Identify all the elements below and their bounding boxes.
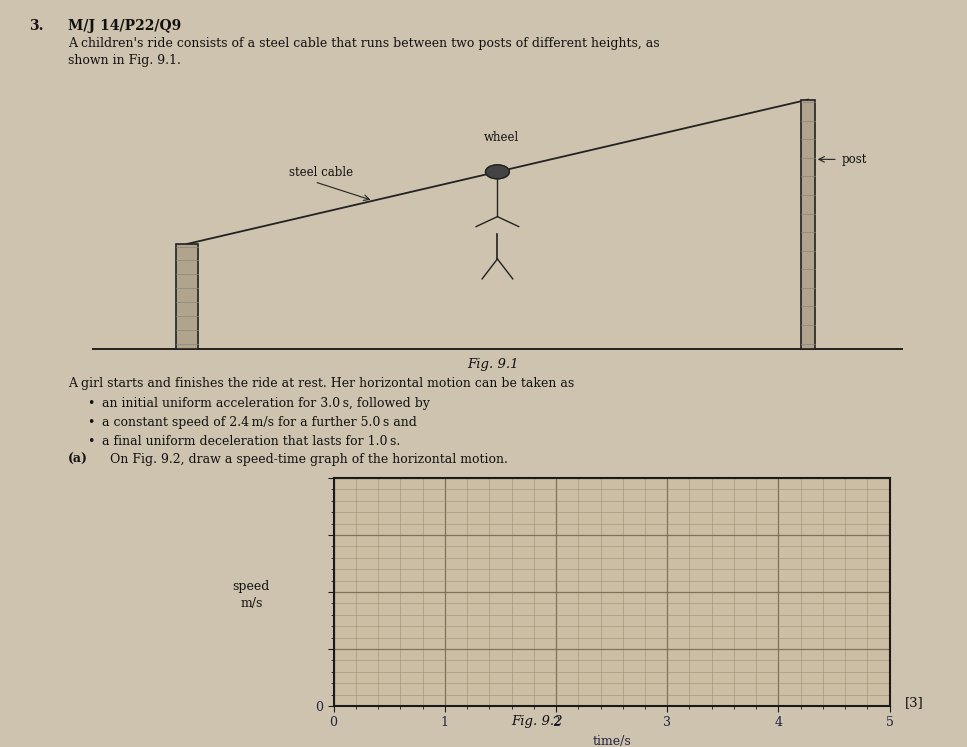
Text: 3.: 3. [29,19,44,33]
Text: a final uniform deceleration that lasts for 1.0 s.: a final uniform deceleration that lasts … [102,435,399,447]
Text: m/s: m/s [240,597,263,610]
Text: •: • [87,435,95,447]
X-axis label: time/s: time/s [592,735,631,747]
Circle shape [484,217,511,234]
Text: speed: speed [233,580,270,593]
Text: [3]: [3] [905,695,923,709]
Text: A girl starts and finishes the ride at rest. Her horizontal motion can be taken : A girl starts and finishes the ride at r… [68,377,574,390]
Text: post: post [842,153,867,166]
Text: (a): (a) [68,453,88,466]
Text: A children's ride consists of a steel cable that runs between two posts of diffe: A children's ride consists of a steel ca… [68,37,659,49]
Text: shown in Fig. 9.1.: shown in Fig. 9.1. [68,54,181,66]
Text: •: • [87,416,95,429]
Text: M/J 14/P22/Q9: M/J 14/P22/Q9 [68,19,181,33]
Circle shape [485,165,510,179]
Text: a constant speed of 2.4 m/s for a further 5.0 s and: a constant speed of 2.4 m/s for a furthe… [102,416,417,429]
Bar [176,244,198,349]
Bar [802,99,815,349]
Text: wheel: wheel [484,131,519,144]
Text: Fig. 9.1: Fig. 9.1 [467,358,519,371]
Text: steel cable: steel cable [289,167,353,179]
Text: Fig. 9.2: Fig. 9.2 [511,716,563,728]
Text: an initial uniform acceleration for 3.0 s, followed by: an initial uniform acceleration for 3.0 … [102,397,429,410]
Text: On Fig. 9.2, draw a speed-time graph of the horizontal motion.: On Fig. 9.2, draw a speed-time graph of … [102,453,508,466]
Text: •: • [87,397,95,410]
